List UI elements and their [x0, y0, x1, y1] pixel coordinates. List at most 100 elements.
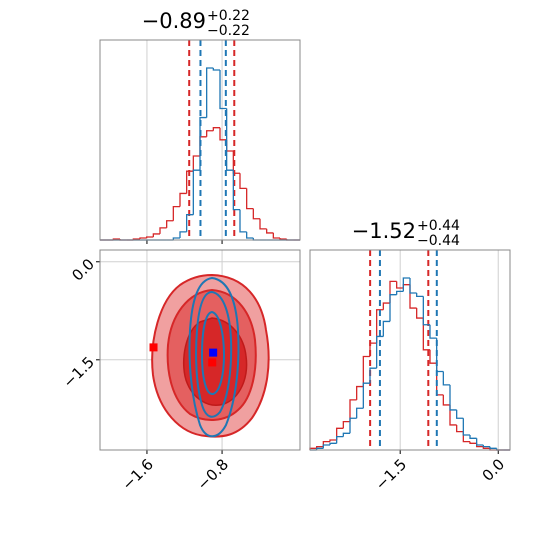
hist-step — [159, 227, 167, 234]
hist-step — [462, 418, 470, 436]
hist-step — [226, 139, 234, 152]
hist-step — [239, 173, 247, 190]
hist-step — [342, 420, 350, 429]
hist-step — [179, 231, 187, 238]
hist-step — [376, 309, 384, 344]
marker — [149, 343, 158, 352]
hist-step — [146, 236, 154, 238]
hist-step — [482, 444, 490, 448]
title: −0.89 — [142, 9, 206, 33]
hist-step — [356, 385, 364, 400]
contour-blue-middle — [195, 290, 233, 418]
hist-step — [179, 192, 187, 207]
hist-step — [246, 188, 254, 210]
hist-step — [226, 108, 234, 171]
x-tick-label: −0.8 — [194, 455, 232, 493]
hist-step — [429, 324, 437, 339]
hist-step — [456, 424, 464, 433]
hist-step — [449, 404, 457, 426]
hist-step — [252, 208, 260, 220]
hist-step — [422, 318, 430, 351]
hist-step — [422, 296, 430, 326]
title-upper: +0.44 — [417, 218, 460, 234]
hist-step — [329, 442, 337, 445]
hist-step — [376, 335, 384, 369]
hist-step — [382, 302, 390, 310]
y-tick-label: −1.5 — [60, 353, 98, 391]
hist-step — [456, 409, 464, 419]
hist-step — [272, 232, 280, 239]
hist-step — [442, 394, 450, 406]
hist-step — [402, 277, 410, 292]
hist-step — [476, 438, 484, 446]
hist-step — [152, 233, 160, 237]
hist-step — [469, 441, 477, 444]
hist-step — [409, 278, 417, 294]
hist-step — [396, 281, 404, 289]
hist-step — [416, 308, 424, 319]
hist-step — [362, 355, 370, 387]
hist-step — [349, 417, 357, 434]
hist-step — [329, 439, 337, 442]
hist-step — [186, 214, 194, 232]
hist-step — [322, 444, 330, 449]
marker — [208, 358, 217, 367]
hist-step — [279, 237, 287, 240]
x-tick-label: −1.6 — [118, 455, 156, 493]
hist-step — [442, 371, 450, 386]
hist-step — [356, 407, 364, 419]
hist-step — [349, 399, 357, 422]
hist-step — [322, 441, 330, 447]
hist-step — [212, 68, 220, 71]
hist-step — [219, 127, 227, 141]
hist-step — [409, 284, 417, 309]
hist-step — [192, 155, 200, 172]
x-tick-label: 0.0 — [479, 455, 509, 485]
hist-step — [212, 127, 220, 131]
hist-step — [369, 367, 377, 384]
hist-step — [246, 231, 254, 239]
hist-step — [266, 228, 274, 234]
contour-blue-outer — [188, 276, 240, 438]
hist-step — [342, 432, 350, 437]
hist-step — [172, 205, 180, 221]
title: −1.52 — [352, 219, 416, 243]
title-lower: −0.44 — [417, 233, 460, 249]
hist-step — [219, 70, 227, 110]
hist-step — [389, 294, 397, 322]
hist-step — [336, 427, 344, 440]
frame — [99, 39, 301, 241]
hist-step — [139, 237, 147, 239]
title-lower: −0.22 — [207, 23, 250, 39]
hist-step — [402, 284, 410, 289]
hist-step — [416, 293, 424, 298]
hist-step — [186, 170, 194, 194]
frame — [309, 249, 511, 451]
frame — [99, 249, 301, 451]
over-layer: −0.89 +0.22−0.22 −1.6 −0.8 0.0 −1.5 −1.5 0.0 −1.… — [60, 8, 511, 494]
hist-step — [166, 220, 174, 228]
x-tick-label: −1.5 — [372, 455, 410, 493]
hist-step — [362, 382, 370, 409]
contour-blue-inner — [200, 310, 226, 395]
hist-step — [489, 446, 497, 449]
y-tick-label: 0.0 — [68, 255, 98, 285]
title-upper: +0.22 — [207, 8, 250, 24]
hist-step — [192, 169, 200, 215]
hist-step — [206, 130, 214, 137]
hist-step — [206, 67, 214, 118]
hist-step — [429, 349, 437, 364]
hist-step — [449, 384, 457, 411]
hist-step — [462, 431, 470, 443]
hist-step — [389, 280, 397, 304]
marker — [209, 348, 218, 357]
hist-step — [396, 290, 404, 295]
hist-step — [382, 320, 390, 337]
hist-step — [232, 170, 240, 211]
hist-step — [172, 237, 180, 240]
hist-step — [259, 218, 267, 230]
hist-step — [316, 447, 324, 450]
hist-step — [469, 434, 477, 439]
hist-step — [239, 209, 247, 233]
